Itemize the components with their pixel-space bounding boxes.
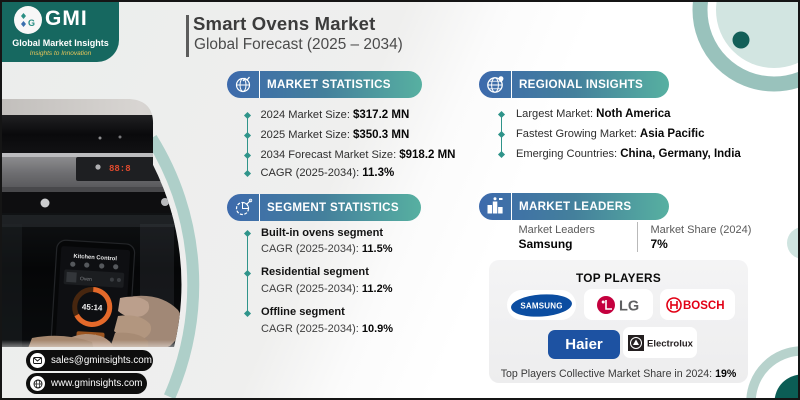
svg-text:BOSCH: BOSCH [683, 300, 725, 312]
svg-text:Electrolux: Electrolux [647, 338, 693, 349]
svg-text:G: G [28, 18, 35, 28]
svg-text:SAMSUNG: SAMSUNG [520, 301, 562, 310]
svg-text:88:8: 88:8 [109, 164, 131, 174]
svg-text:Kitchen Control: Kitchen Control [73, 254, 117, 263]
svg-text:45:14: 45:14 [82, 302, 104, 312]
svg-text:Oven: Oven [80, 276, 93, 283]
svg-text:LG: LG [619, 298, 639, 314]
